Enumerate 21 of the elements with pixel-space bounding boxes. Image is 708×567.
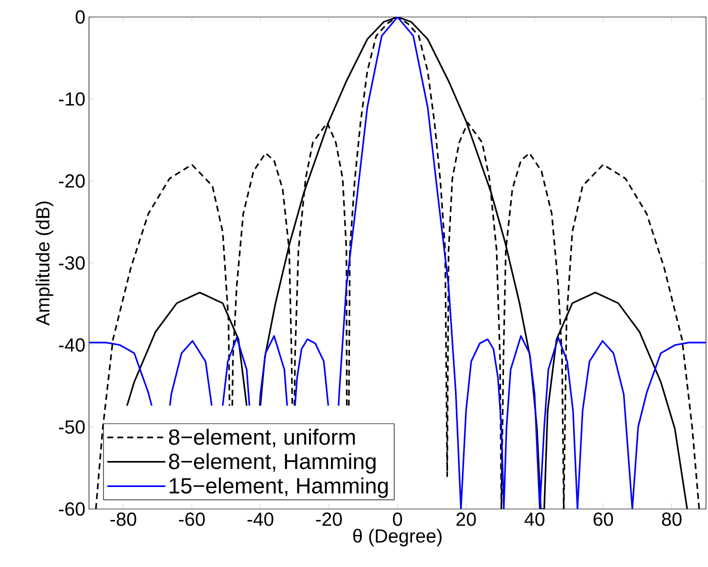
x-tick-label: 80 <box>662 512 682 526</box>
legend-label: 8−element, Hamming <box>169 453 376 474</box>
x-tick-label: 40 <box>524 512 544 526</box>
y-tick-label: -40 <box>58 338 85 352</box>
x-axis-title: θ (Degree) <box>353 528 442 546</box>
y-tick-label: -50 <box>58 420 85 434</box>
x-tick-label: 0 <box>392 512 402 526</box>
x-tick-label: -80 <box>110 512 136 526</box>
y-tick-label: 0 <box>76 10 85 24</box>
x-tick-label: -40 <box>248 512 274 526</box>
y-tick-label: -30 <box>58 256 85 270</box>
x-tick-label: -20 <box>316 512 342 526</box>
x-tick-label: 60 <box>594 512 613 526</box>
x-tick-label: 20 <box>456 512 476 526</box>
y-tick-label: -60 <box>58 502 85 516</box>
y-tick-label: -20 <box>58 174 85 188</box>
legend-label: 15−element, Hamming <box>170 477 388 498</box>
y-axis-title: Amplitude (dB) <box>36 202 54 326</box>
y-tick-label: -10 <box>58 92 85 106</box>
x-tick-label: -60 <box>179 512 205 526</box>
legend-label: 8−element, uniform <box>169 428 355 448</box>
